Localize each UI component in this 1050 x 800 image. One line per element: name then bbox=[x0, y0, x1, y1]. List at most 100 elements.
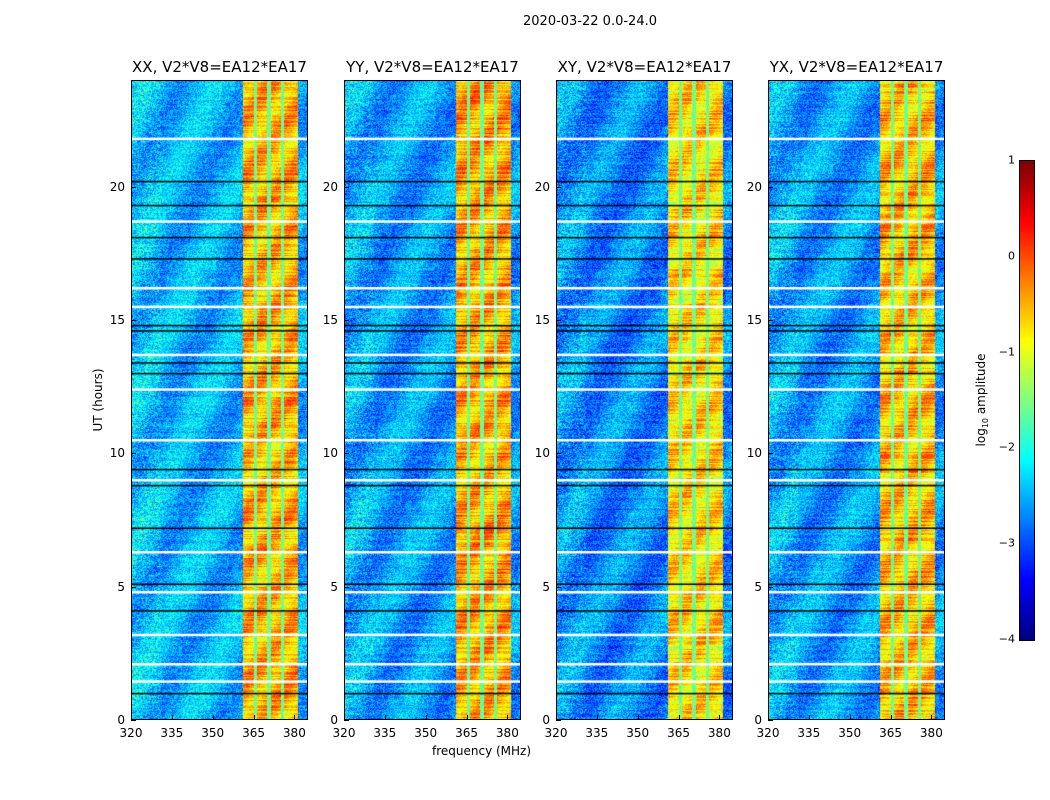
x-tick-label: 335 bbox=[797, 726, 821, 740]
panel-title: YX, V2*V8=EA12*EA17 bbox=[769, 58, 944, 76]
colorbar-tick-label: −1 bbox=[998, 345, 1015, 359]
spectrogram-heatmap bbox=[131, 80, 308, 720]
x-tick-label: 365 bbox=[667, 726, 690, 740]
y-tick-label: 15 bbox=[322, 313, 338, 327]
panel-2: YY, V2*V8=EA12*EA17 320 335 350 365 380 0 5 10 15… bbox=[323, 58, 521, 740]
x-axis-label: frequency (MHz) bbox=[432, 744, 532, 758]
x-tick-mark bbox=[171, 715, 173, 720]
y-tick-mark bbox=[768, 186, 773, 188]
x-tick-label: 350 bbox=[838, 726, 862, 740]
x-tick-mark bbox=[253, 715, 255, 720]
colorbar-label-rest: amplitude bbox=[973, 353, 988, 418]
x-tick-mark bbox=[768, 715, 769, 720]
y-tick-label: 0 bbox=[542, 713, 550, 727]
y-tick-mark bbox=[768, 720, 773, 721]
y-tick-label: 10 bbox=[322, 446, 338, 461]
y-tick-label: 5 bbox=[117, 579, 125, 594]
colorbar-tick-label: 0 bbox=[1008, 249, 1015, 263]
y-tick-mark bbox=[344, 186, 349, 188]
y-tick-mark bbox=[344, 720, 349, 721]
y-tick-mark bbox=[556, 320, 561, 321]
y-tick-mark bbox=[131, 320, 136, 321]
x-tick-label: 335 bbox=[585, 726, 609, 740]
x-tick-label: 320 bbox=[119, 726, 143, 740]
x-tick-mark bbox=[294, 715, 296, 720]
y-tick-label: 10 bbox=[534, 446, 550, 461]
y-tick-mark bbox=[131, 186, 136, 188]
x-tick-label: 335 bbox=[373, 726, 397, 740]
y-tick-mark bbox=[768, 320, 773, 321]
panel-3: XY, V2*V8=EA12*EA17 320 335 350 365 380 0 5 10 15… bbox=[535, 58, 733, 740]
colorbar-tick-label: 1 bbox=[1008, 153, 1015, 167]
x-tick-mark bbox=[849, 715, 851, 720]
y-tick-mark bbox=[556, 186, 561, 188]
y-tick-mark bbox=[556, 453, 561, 455]
spectrogram-heatmap bbox=[768, 80, 945, 720]
y-tick-mark bbox=[768, 586, 773, 588]
y-tick-label: 0 bbox=[330, 713, 338, 727]
y-tick-label: 20 bbox=[746, 179, 762, 194]
x-tick-label: 380 bbox=[919, 726, 943, 740]
y-axis-label: UT (hours) bbox=[91, 368, 105, 432]
panel-title: YY, V2*V8=EA12*EA17 bbox=[346, 58, 519, 76]
panel-title: XX, V2*V8=EA12*EA17 bbox=[132, 58, 307, 76]
y-tick-label: 15 bbox=[534, 313, 550, 327]
x-tick-label: 350 bbox=[201, 726, 225, 740]
y-tick-mark bbox=[344, 320, 349, 321]
x-tick-mark bbox=[344, 715, 345, 720]
y-tick-label: 20 bbox=[534, 179, 550, 194]
panel-4: YX, V2*V8=EA12*EA17 320 335 350 365 380 0 5 10 15… bbox=[747, 58, 945, 740]
y-tick-label: 15 bbox=[109, 313, 125, 327]
y-tick-label: 5 bbox=[542, 579, 550, 594]
x-tick-mark bbox=[890, 715, 892, 720]
x-tick-label: 380 bbox=[282, 726, 306, 740]
x-tick-mark bbox=[507, 715, 509, 720]
colorbar-label-base: log bbox=[973, 428, 988, 447]
spectrogram-heatmap bbox=[344, 80, 521, 720]
y-tick-label: 5 bbox=[754, 579, 762, 594]
colorbar-tick-label: −4 bbox=[998, 632, 1015, 646]
x-tick-mark bbox=[425, 715, 427, 720]
x-tick-mark bbox=[808, 715, 810, 720]
y-tick-label: 15 bbox=[746, 313, 762, 327]
x-tick-mark bbox=[212, 715, 214, 720]
x-tick-mark bbox=[131, 715, 132, 720]
x-tick-mark bbox=[678, 715, 680, 720]
y-tick-label: 10 bbox=[746, 446, 762, 461]
x-tick-label: 380 bbox=[495, 726, 519, 740]
x-tick-label: 365 bbox=[455, 726, 478, 740]
y-tick-mark bbox=[768, 453, 773, 455]
y-tick-label: 5 bbox=[330, 579, 338, 594]
y-tick-mark bbox=[556, 586, 561, 588]
x-tick-label: 350 bbox=[626, 726, 650, 740]
x-tick-mark bbox=[384, 715, 386, 720]
x-tick-mark bbox=[556, 715, 557, 720]
panel-1: XX, V2*V8=EA12*EA17 320 335 350 365 380 0 5 10 15… bbox=[110, 58, 308, 740]
x-tick-label: 320 bbox=[756, 726, 780, 740]
panel-title: XY, V2*V8=EA12*EA17 bbox=[557, 58, 732, 76]
x-tick-mark bbox=[466, 715, 468, 720]
colorbar-tick-label: −2 bbox=[998, 440, 1015, 454]
x-tick-label: 320 bbox=[332, 726, 356, 740]
y-tick-mark bbox=[131, 453, 136, 455]
colorbar-label-sub: 10 bbox=[981, 417, 991, 429]
colorbar bbox=[1019, 160, 1035, 641]
x-tick-label: 365 bbox=[242, 726, 265, 740]
y-tick-mark bbox=[131, 586, 136, 588]
y-tick-mark bbox=[556, 720, 561, 721]
x-tick-label: 350 bbox=[414, 726, 438, 740]
x-tick-mark bbox=[596, 715, 598, 720]
x-tick-mark bbox=[637, 715, 639, 720]
y-tick-label: 20 bbox=[322, 179, 338, 194]
figure-title: 2020-03-22 0.0-24.0 bbox=[523, 14, 657, 29]
colorbar-label: log10 amplitude bbox=[974, 354, 990, 447]
y-tick-label: 0 bbox=[117, 713, 125, 727]
x-tick-mark bbox=[931, 715, 933, 720]
x-tick-label: 380 bbox=[707, 726, 731, 740]
y-tick-mark bbox=[344, 586, 349, 588]
y-tick-label: 0 bbox=[754, 713, 762, 727]
x-tick-label: 320 bbox=[544, 726, 568, 740]
y-tick-mark bbox=[131, 720, 136, 721]
y-tick-label: 10 bbox=[109, 446, 125, 461]
x-tick-label: 335 bbox=[160, 726, 184, 740]
